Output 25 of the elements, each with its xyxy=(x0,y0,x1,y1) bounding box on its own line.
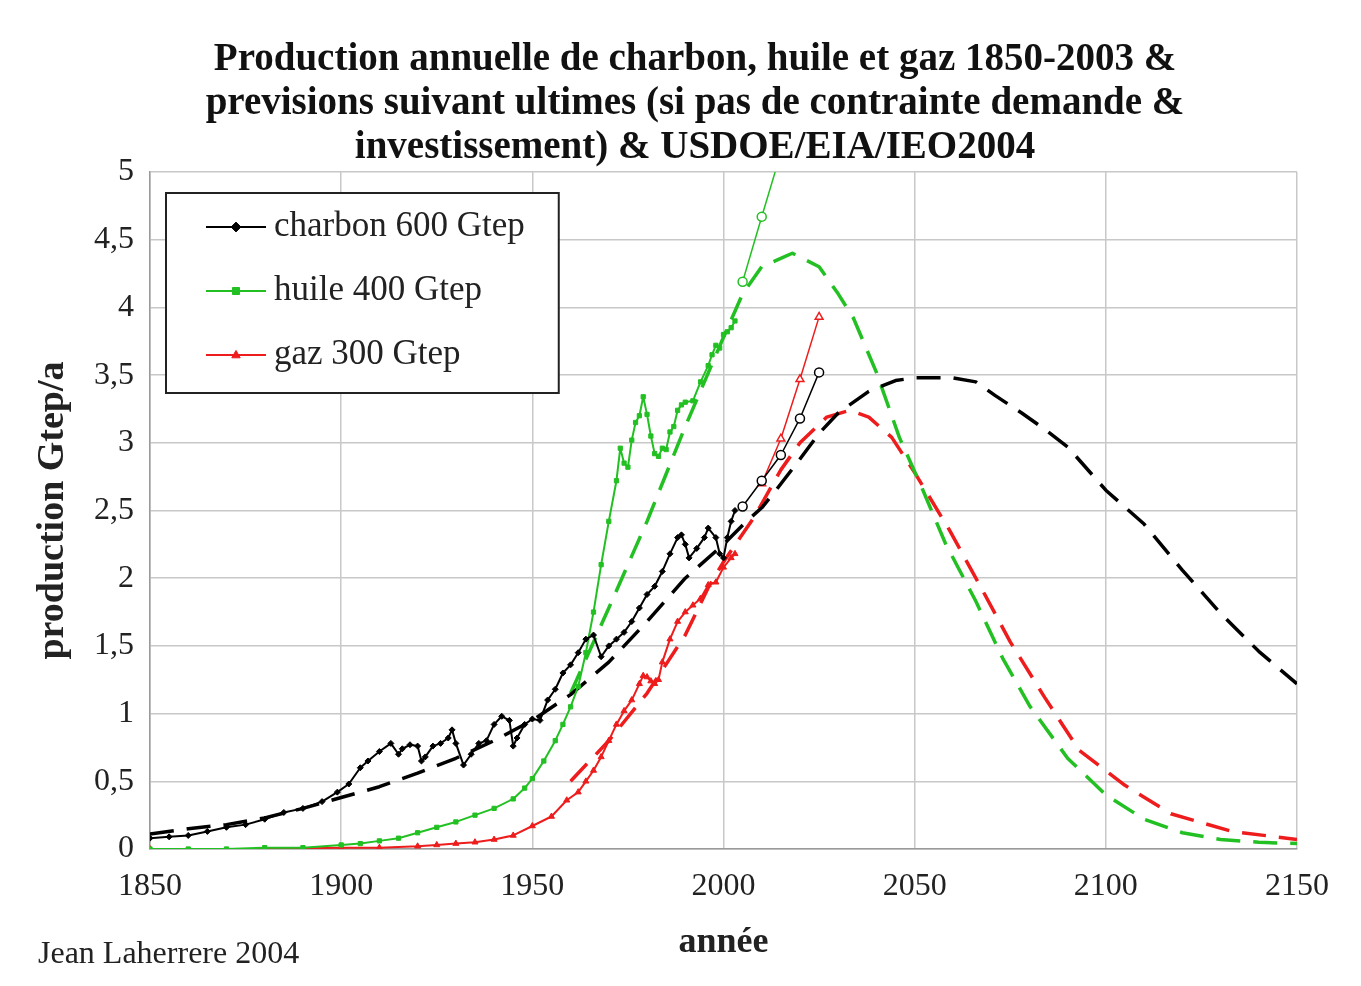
chart-title: Production annuelle de charbon, huile et gaz 1850-2003 & previsions suivant ultimes (si pas de contrainte demande & investissement) & USDOE/EIA/IEO2004 xyxy=(204,35,1186,167)
y-tick-label: 1 xyxy=(118,693,134,730)
x-tick-label: 1850 xyxy=(118,865,182,902)
x-tick-label: 2150 xyxy=(1265,865,1329,902)
y-tick-label: 0,5 xyxy=(94,760,134,797)
legend-label: huile 400 Gtep xyxy=(274,269,483,309)
y-tick-label: 0 xyxy=(118,828,134,865)
y-tick-label: 4 xyxy=(118,286,134,323)
y-tick-label: 1,5 xyxy=(94,625,134,662)
y-tick-label: 4,5 xyxy=(94,219,134,256)
y-tick-label: 5 xyxy=(118,151,134,188)
legend-label: gaz 300 Gtep xyxy=(274,333,461,373)
y-tick-label: 3 xyxy=(118,422,134,459)
y-tick-label: 2 xyxy=(118,557,134,594)
x-tick-label: 2050 xyxy=(882,865,947,902)
x-tick-label: 2000 xyxy=(691,865,756,902)
x-tick-label: 2100 xyxy=(1073,865,1138,902)
y-tick-label: 2,5 xyxy=(94,489,134,526)
y-axis-title: production Gtep/a xyxy=(28,361,71,660)
x-tick-label: 1950 xyxy=(500,865,565,902)
legend-label: charbon 600 Gtep xyxy=(274,205,525,245)
y-tick-label: 3,5 xyxy=(94,354,134,391)
text: Jean Laherrere 2004 xyxy=(38,934,300,971)
x-tick-label: 1900 xyxy=(309,865,374,902)
x-axis-title: année xyxy=(678,919,769,960)
